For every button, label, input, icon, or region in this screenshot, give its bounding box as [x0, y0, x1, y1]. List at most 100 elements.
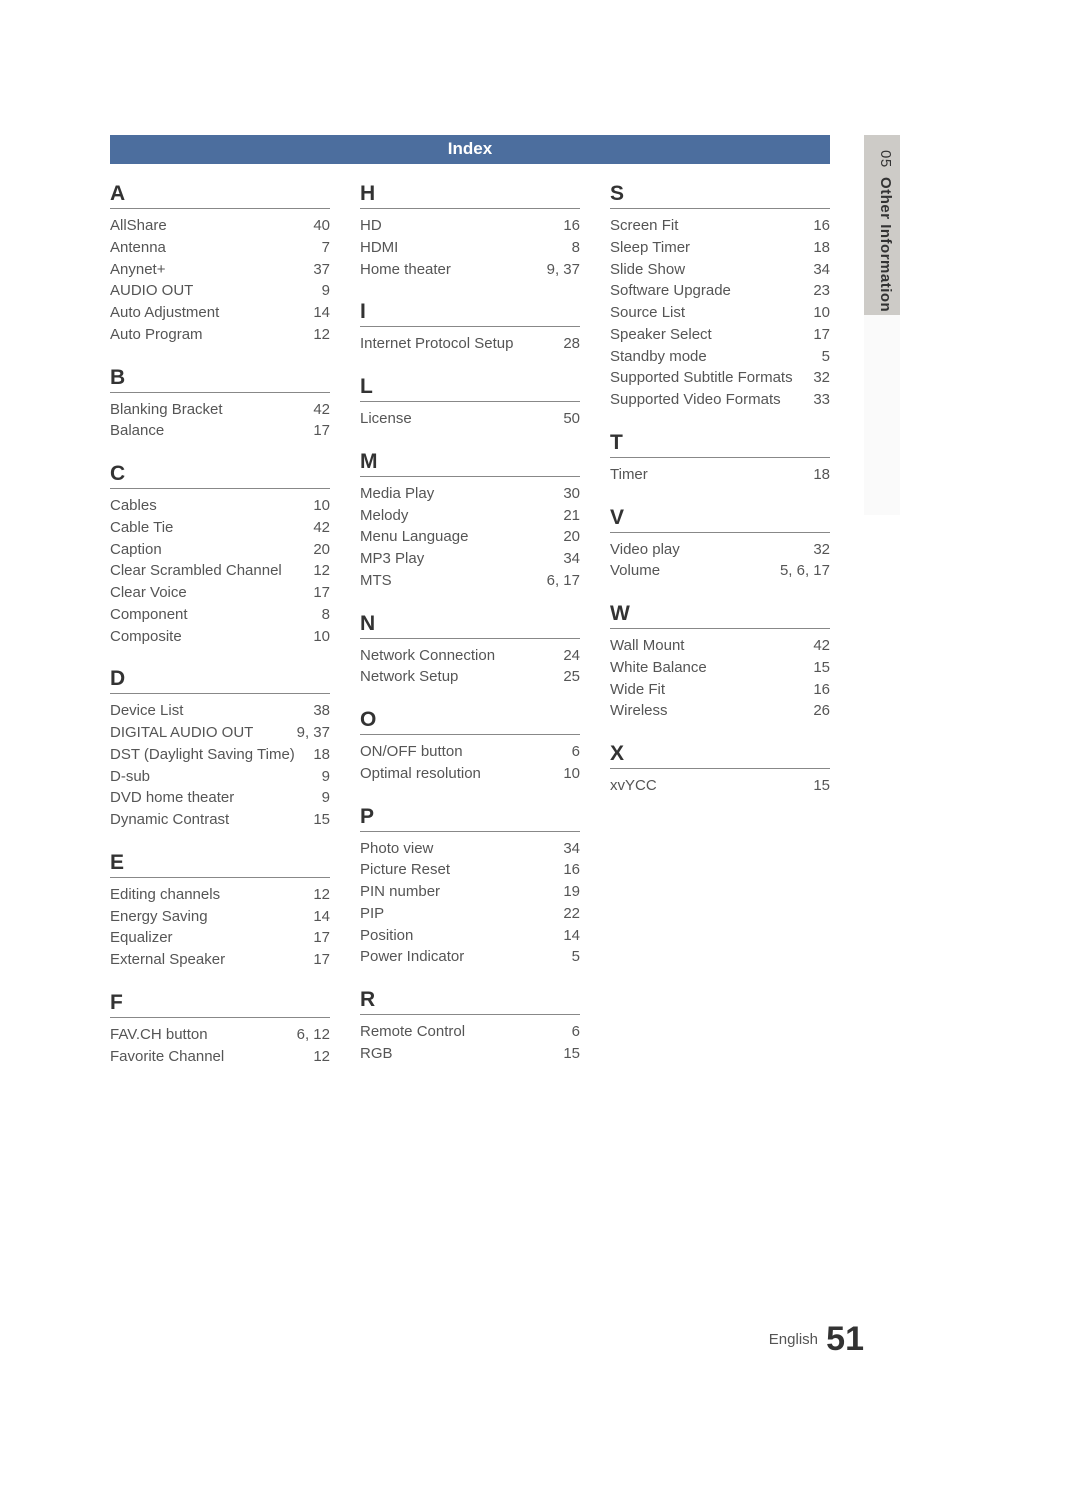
index-pages: 19	[563, 881, 580, 903]
index-term: Optimal resolution	[360, 763, 489, 785]
index-pages: 40	[313, 215, 330, 237]
index-section: NNetwork Connection24Network Setup25	[360, 612, 580, 689]
index-term: Composite	[110, 626, 190, 648]
index-pages: 17	[313, 927, 330, 949]
index-letter: L	[360, 375, 580, 402]
index-pages: 12	[313, 324, 330, 346]
index-entry: Video play32	[610, 539, 830, 561]
index-entry: Antenna7	[110, 237, 330, 259]
index-pages: 21	[563, 505, 580, 527]
index-term: DIGITAL AUDIO OUT	[110, 722, 261, 744]
index-section: PPhoto view34Picture Reset16PIN number19…	[360, 805, 580, 969]
index-pages: 16	[563, 215, 580, 237]
index-term: Device List	[110, 700, 191, 722]
index-pages: 37	[313, 259, 330, 281]
index-letter: C	[110, 462, 330, 489]
index-pages: 24	[563, 645, 580, 667]
index-term: Clear Voice	[110, 582, 195, 604]
index-letter: H	[360, 182, 580, 209]
index-entry: Balance17	[110, 420, 330, 442]
index-columns: AAllShare40Antenna7Anynet+37AUDIO OUT9Au…	[110, 182, 830, 1087]
index-entry: AllShare40	[110, 215, 330, 237]
index-entry: White Balance15	[610, 657, 830, 679]
index-pages: 7	[322, 237, 330, 259]
index-entry: Auto Program12	[110, 324, 330, 346]
index-term: Cables	[110, 495, 165, 517]
side-tab-label: 05 Other Information	[877, 150, 894, 312]
index-term: AUDIO OUT	[110, 280, 201, 302]
index-entry: Cable Tie 42	[110, 517, 330, 539]
index-pages: 42	[313, 517, 330, 539]
index-section: H HD 16HDMI8Home theater9, 37	[360, 182, 580, 280]
index-term: Blanking Bracket	[110, 399, 231, 421]
index-entry: Internet Protocol Setup28	[360, 333, 580, 355]
index-entry: Home theater9, 37	[360, 259, 580, 281]
page-footer: English 51	[769, 1320, 864, 1359]
index-entry: Caption20	[110, 539, 330, 561]
index-pages: 14	[563, 925, 580, 947]
index-pages: 6	[572, 1021, 580, 1043]
index-entry: Position14	[360, 925, 580, 947]
index-term: HD	[360, 215, 390, 237]
index-section: T Timer 18	[610, 431, 830, 486]
index-pages: 32	[813, 539, 830, 561]
index-term: Wall Mount	[610, 635, 692, 657]
index-letter: N	[360, 612, 580, 639]
index-pages: 16	[813, 215, 830, 237]
index-entry: Photo view34	[360, 838, 580, 860]
index-entry: DIGITAL AUDIO OUT9, 37	[110, 722, 330, 744]
index-section: AAllShare40Antenna7Anynet+37AUDIO OUT9Au…	[110, 182, 330, 346]
index-entry: DST (Daylight Saving Time)18	[110, 744, 330, 766]
content-area: Index AAllShare40Antenna7Anynet+37AUDIO …	[110, 135, 830, 1087]
index-term: Auto Adjustment	[110, 302, 227, 324]
index-pages: 16	[813, 679, 830, 701]
index-term: Slide Show	[610, 259, 693, 281]
index-pages: 18	[813, 464, 830, 486]
index-section: FFAV.CH button6, 12Favorite Channel12	[110, 991, 330, 1068]
index-pages: 9	[322, 280, 330, 302]
index-term: Dynamic Contrast	[110, 809, 237, 831]
index-entry: PIP22	[360, 903, 580, 925]
index-letter: D	[110, 667, 330, 694]
index-pages: 15	[563, 1043, 580, 1065]
footer-page-number: 51	[826, 1320, 864, 1358]
index-section: D Device List38DIGITAL AUDIO OUT9, 37DST …	[110, 667, 330, 831]
index-pages: 17	[313, 949, 330, 971]
index-letter: F	[110, 991, 330, 1018]
footer-language: English	[769, 1331, 818, 1348]
index-entry: Energy Saving14	[110, 906, 330, 928]
index-term: Timer	[610, 464, 656, 486]
index-pages: 12	[313, 1046, 330, 1068]
index-pages: 42	[313, 399, 330, 421]
index-column: SScreen Fit16Sleep Timer18Slide Show34So…	[610, 182, 830, 1087]
index-section: LLicense50	[360, 375, 580, 430]
index-term: MTS	[360, 570, 400, 592]
index-entry: D-sub9	[110, 766, 330, 788]
index-letter: B	[110, 366, 330, 393]
index-term: Screen Fit	[610, 215, 686, 237]
index-entry: Speaker Select17	[610, 324, 830, 346]
index-pages: 5, 6, 17	[780, 560, 830, 582]
section-title: Other Information	[877, 177, 894, 312]
index-section: EEditing channels12Energy Saving14Equali…	[110, 851, 330, 971]
index-entry: Cables10	[110, 495, 330, 517]
index-letter: R	[360, 988, 580, 1015]
index-pages: 8	[322, 604, 330, 626]
manual-page: 05 Other Information Index AAllShare40An…	[0, 0, 1080, 1494]
index-term: Sleep Timer	[610, 237, 698, 259]
index-entry: Device List38	[110, 700, 330, 722]
index-letter: T	[610, 431, 830, 458]
index-term: Media Play	[360, 483, 442, 505]
index-entry: Blanking Bracket 42	[110, 399, 330, 421]
index-entry: Network Setup25	[360, 666, 580, 688]
index-pages: 42	[813, 635, 830, 657]
index-pages: 17	[313, 582, 330, 604]
index-section: CCables10Cable Tie42Caption20Clear Scram…	[110, 462, 330, 647]
index-term: Cable Tie	[110, 517, 181, 539]
index-entry: AUDIO OUT 9	[110, 280, 330, 302]
index-term: Home theater	[360, 259, 459, 281]
index-pages: 5	[572, 946, 580, 968]
index-entry: HDMI8	[360, 237, 580, 259]
index-entry: Source List10	[610, 302, 830, 324]
index-term: External Speaker	[110, 949, 233, 971]
